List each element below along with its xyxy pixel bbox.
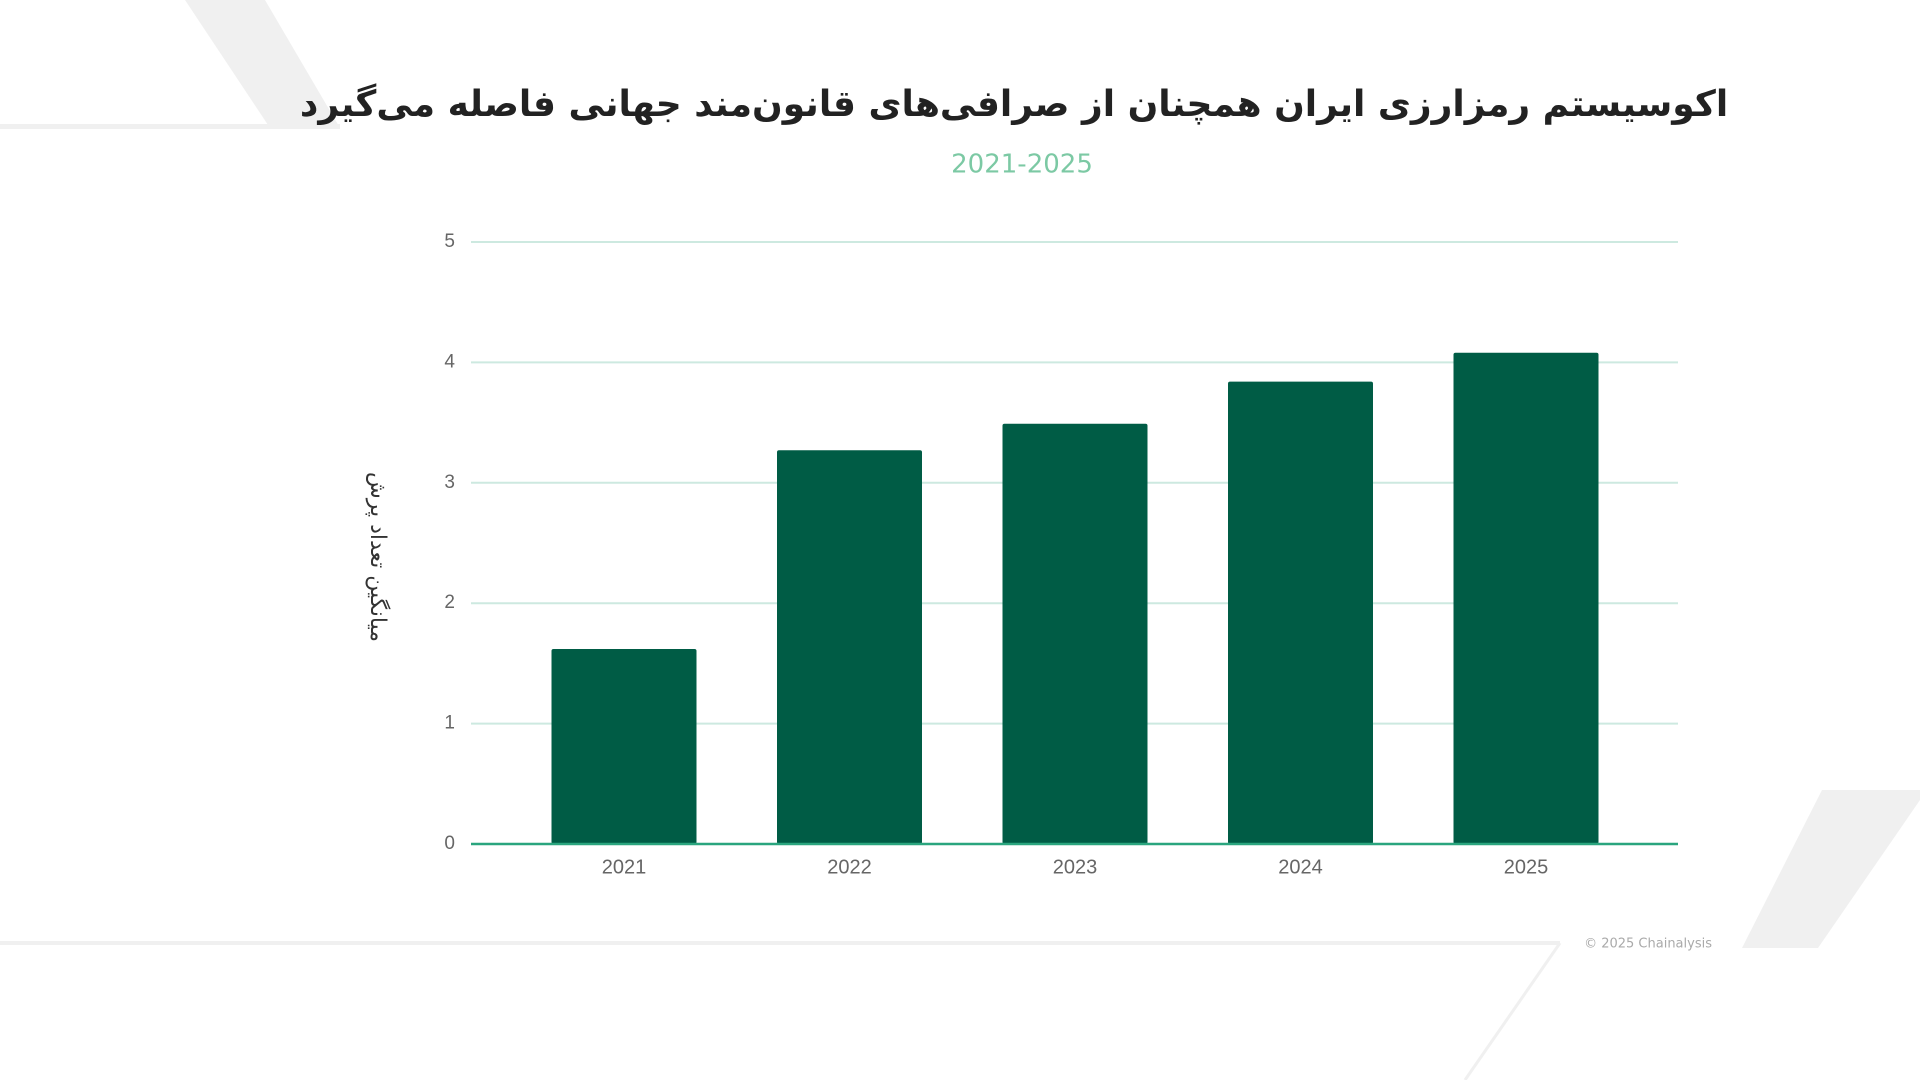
decoration xyxy=(1742,790,1920,948)
x-tick-label: 2021 xyxy=(602,856,647,878)
bar xyxy=(1228,381,1373,844)
y-tick-label: 5 xyxy=(444,231,455,252)
decoration xyxy=(0,124,340,129)
bar xyxy=(777,450,922,844)
x-tick-label: 2024 xyxy=(1278,856,1323,878)
x-tick-label: 2025 xyxy=(1504,856,1549,878)
y-tick-label: 1 xyxy=(444,713,455,734)
y-tick-label: 3 xyxy=(444,472,455,493)
x-tick-label: 2023 xyxy=(1053,856,1098,878)
bar xyxy=(551,648,697,844)
y-tick-label: 2 xyxy=(444,592,455,613)
decoration xyxy=(1463,942,1562,1080)
y-axis-label: میانگین تعداد پرش xyxy=(365,472,391,642)
chart-subtitle: 2021-2025 xyxy=(951,150,1093,180)
bar xyxy=(1453,352,1599,844)
y-tick-label: 4 xyxy=(444,351,455,372)
chart-title: اکوسیستم رمزارزی ایران همچنان از صرافی‌ه… xyxy=(300,83,1728,125)
x-tick-label: 2022 xyxy=(827,856,872,878)
y-tick-label: 0 xyxy=(444,833,455,854)
bar xyxy=(1002,423,1148,844)
decoration xyxy=(185,0,340,128)
footer: © 2025 Chainalysis xyxy=(1584,937,1712,952)
